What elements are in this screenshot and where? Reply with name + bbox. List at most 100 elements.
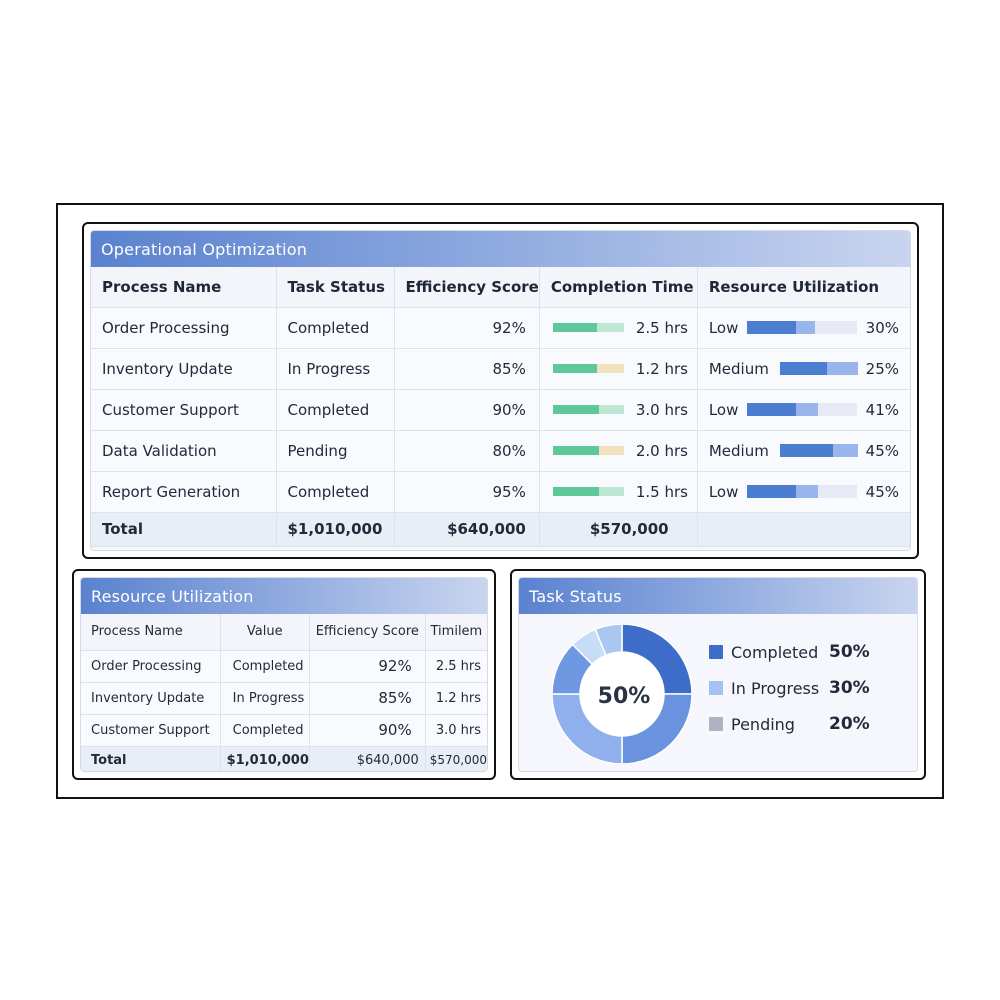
process-name: Inventory Update xyxy=(81,682,221,715)
utilization-fill-secondary xyxy=(826,362,858,375)
resource-utilization-wrap: Low 45% xyxy=(709,472,910,512)
efficiency-score: 85% xyxy=(309,682,426,715)
table-row: Order Processing Completed 92% 2.5 hrs Low 30… xyxy=(91,307,910,349)
utilization-level: Medium xyxy=(708,359,769,378)
value: Completed xyxy=(220,714,310,747)
completion-time: 1.5 hrs xyxy=(635,482,688,501)
efficiency-score: 80% xyxy=(394,430,540,472)
completion-progress-bar xyxy=(552,323,624,332)
legend-label: Pending xyxy=(731,714,795,734)
legend-swatch xyxy=(709,645,723,659)
progress-fill xyxy=(552,487,599,496)
legend-value: 50% xyxy=(829,642,870,662)
column-header: Value xyxy=(220,614,310,651)
progress-fill xyxy=(552,446,599,455)
column-header: Efficiency Score xyxy=(309,614,426,651)
total-time: $570,000 xyxy=(539,512,698,547)
task-status: Completed xyxy=(276,471,395,513)
panel-title: Resource Utilization xyxy=(81,578,487,614)
completion-time-wrap: 2.5 hrs xyxy=(551,308,697,348)
resource-utilization-panel: Resource Utilization Process Name Value Ef… xyxy=(72,569,496,780)
utilization-percent: 45% xyxy=(865,482,899,501)
total-score: $640,000 xyxy=(394,512,540,547)
table-row: Customer Support Completed 90% 3.0 hrs Low 41… xyxy=(91,389,910,431)
operational-optimization-panel: Operational Optimization Process Name Tas… xyxy=(82,222,919,559)
utilization-fill-secondary xyxy=(796,403,819,416)
completion-time: 2.0 hrs xyxy=(635,441,688,460)
column-header: Process Name xyxy=(81,614,221,651)
process-name: Customer Support xyxy=(81,714,221,747)
progress-fill xyxy=(552,405,599,414)
efficiency-score: 85% xyxy=(394,348,540,390)
completion-time-cell: 1.5 hrs xyxy=(539,471,698,513)
efficiency-score: 90% xyxy=(309,714,426,747)
completion-time: 2.5 hrs xyxy=(635,318,688,337)
task-status-donut: 50% xyxy=(551,623,693,765)
value: Completed xyxy=(220,650,310,683)
table-row: Order Processing Completed 92% 2.5 hrs xyxy=(81,650,487,683)
completion-time-wrap: 3.0 hrs xyxy=(551,390,697,430)
task-status: In Progress xyxy=(276,348,395,390)
total-row: Total $1,010,000 $640,000 $570,000 xyxy=(91,512,910,547)
utilization-percent: 41% xyxy=(865,400,899,419)
utilization-percent: 25% xyxy=(865,359,899,378)
total-value: $1,010,000 xyxy=(220,746,310,771)
legend-item: Completed 50% xyxy=(709,634,870,670)
resource-utilization-cell: Low 45% xyxy=(697,471,910,513)
completion-progress-bar xyxy=(552,487,624,496)
utilization-level: Medium xyxy=(708,441,769,460)
table-row: Report Generation Completed 95% 1.5 hrs Low 4… xyxy=(91,471,910,513)
utilization-fill xyxy=(746,321,797,334)
completion-time: 3.0 hrs xyxy=(635,400,688,419)
completion-time-cell: 1.2 hrs xyxy=(539,348,698,390)
task-status: Completed xyxy=(276,389,395,431)
panel-title: Task Status xyxy=(519,578,917,614)
progress-remainder xyxy=(598,487,624,496)
resource-utilization-cell: Low 41% xyxy=(697,389,910,431)
column-header: Completion Time xyxy=(539,267,698,308)
task-status: Pending xyxy=(276,430,395,472)
operational-table: Process Name Task Status Efficiency Score C… xyxy=(91,267,910,547)
completion-time-wrap: 2.0 hrs xyxy=(551,431,697,471)
column-header: Resource Utilization xyxy=(697,267,910,308)
utilization-fill xyxy=(779,362,827,375)
completion-time-wrap: 1.5 hrs xyxy=(551,472,697,512)
process-name: Inventory Update xyxy=(91,348,277,390)
utilization-fill xyxy=(746,403,797,416)
donut-hole xyxy=(580,652,664,736)
utilization-fill-secondary xyxy=(796,321,816,334)
column-header: Process Name xyxy=(91,267,277,308)
completion-progress-bar xyxy=(552,446,624,455)
completion-progress-bar xyxy=(552,405,624,414)
resource-utilization-wrap: Medium 25% xyxy=(709,349,910,389)
process-name: Customer Support xyxy=(91,389,277,431)
table-row: Inventory Update In Progress 85% 1.2 hrs Med… xyxy=(91,348,910,390)
legend-value: 30% xyxy=(829,678,870,698)
panel-title: Operational Optimization xyxy=(91,231,910,267)
progress-fill xyxy=(552,364,597,373)
completion-time-wrap: 1.2 hrs xyxy=(551,349,697,389)
progress-remainder xyxy=(598,405,624,414)
legend-swatch xyxy=(709,681,723,695)
total-row: Total $1,010,000 $640,000 $570,000 xyxy=(81,746,487,771)
resource-utilization-cell: Low 30% xyxy=(697,307,910,349)
completion-time: 1.2 hrs xyxy=(635,359,688,378)
total-status: $1,010,000 xyxy=(276,512,395,547)
donut-center-label: 50% xyxy=(598,684,651,709)
process-name: Order Processing xyxy=(91,307,277,349)
utilization-bar xyxy=(746,321,857,334)
efficiency-score: 90% xyxy=(394,389,540,431)
progress-remainder xyxy=(598,446,624,455)
total-label: Total xyxy=(81,746,221,771)
progress-fill xyxy=(552,323,597,332)
donut-legend: Completed 50% In Progress 30% Pending 20% xyxy=(709,634,870,742)
table-row: Data Validation Pending 80% 2.0 hrs Medium 45… xyxy=(91,430,910,472)
process-name: Order Processing xyxy=(81,650,221,683)
utilization-bar xyxy=(779,444,858,457)
utilization-bar xyxy=(779,362,858,375)
task-status-panel: Task Status 50% Completed 50% In Progress 3… xyxy=(510,569,926,780)
utilization-fill-secondary xyxy=(796,485,819,498)
task-status: Completed xyxy=(276,307,395,349)
total-time: $570,000 xyxy=(425,746,487,771)
time: 3.0 hrs xyxy=(425,714,487,747)
